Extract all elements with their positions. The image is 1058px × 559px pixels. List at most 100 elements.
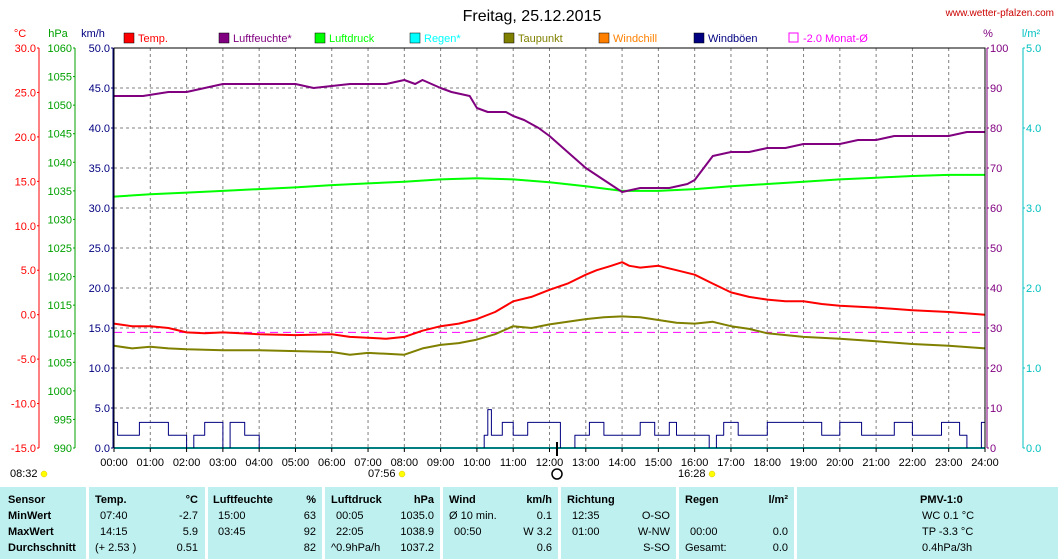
sun-time-marker: 07:56 <box>368 468 406 480</box>
pressure-avg-value: 1037.2 <box>400 542 434 554</box>
humidity-tick-label: 60 <box>990 203 1002 215</box>
wind-tick-label: 10.0 <box>89 363 110 375</box>
legend-label-taupunkt: Taupunkt <box>518 33 563 45</box>
stats-separator <box>86 487 89 559</box>
direction-min-value: O-SO <box>641 510 670 522</box>
pressure-tick-label: 1005 <box>48 357 72 369</box>
humidity-min-time: 15:00 <box>218 510 246 522</box>
temp-avg-value: 0.51 <box>176 542 198 554</box>
humidity-tick-label: 100 <box>990 43 1008 55</box>
rain-tick-label: 3.0 <box>1026 203 1041 215</box>
legend-swatch-luftdruck <box>314 32 326 44</box>
humidity-tick-label: 10 <box>990 403 1002 415</box>
humidity-tick-label: 90 <box>990 83 1002 95</box>
wind-avg-value: 0.6 <box>536 542 552 554</box>
rain-total-value: 0.0 <box>772 542 788 554</box>
axes-layer: 30.0 25.0 20.0 15.0 10.0 5.0 0.0 -5.0 -10.0 -15.0… <box>11 43 1041 469</box>
pressure-tick-label: 1010 <box>48 329 72 341</box>
legend: Temp. Luftfeuchte* Luftdruck Regen* Taupunkt… <box>123 32 868 45</box>
wind-tick-label: 0.0 <box>95 443 110 455</box>
pmv-windchill: WC 0.1 °C <box>922 510 975 522</box>
direction-min-time: 12:35 <box>572 510 600 522</box>
chart-title: Freitag, 25.12.2015 <box>463 8 602 25</box>
x-tick-label: 15:00 <box>645 457 673 469</box>
rain-tick-label: 4.0 <box>1026 123 1041 135</box>
stats-separator <box>676 487 679 559</box>
x-tick-label: 04:00 <box>245 457 273 469</box>
sun-time-icon <box>398 470 406 478</box>
stats-separator <box>205 487 208 559</box>
pressure-max-value: 1038.9 <box>400 526 434 538</box>
series-line-taupunkt <box>113 315 986 356</box>
temp-tick-label: 25.0 <box>15 87 36 99</box>
rain-tick-label: 1.0 <box>1026 363 1041 375</box>
sunset-label: 16:28 <box>678 468 706 480</box>
temp-tick-label: 0.0 <box>21 310 36 322</box>
pressure-tick-label: 1000 <box>48 386 72 398</box>
wind-tick-label: 5.0 <box>95 403 110 415</box>
rain-tick-label: 0.0 <box>1026 443 1041 455</box>
direction-header: Richtung <box>567 494 615 506</box>
temp-max-value: 5.9 <box>182 526 198 538</box>
temp-header: Temp. <box>95 494 127 506</box>
series-line-temp <box>113 261 986 340</box>
stats-table: Sensor MinWert MaxWert Durchschnitt Temp… <box>0 487 1058 559</box>
wind-tick-label: 25.0 <box>89 243 110 255</box>
temp-tick-label: 20.0 <box>15 132 36 144</box>
direction-max-time: 01:00 <box>572 526 600 538</box>
pressure-tick-label: 1045 <box>48 129 72 141</box>
wind-tick-label: 20.0 <box>89 283 110 295</box>
pressure-tick-label: 1050 <box>48 100 72 112</box>
legend-swatch-temp <box>123 32 135 44</box>
rain-header: Regen <box>685 494 719 506</box>
rain-unit: l/m² <box>768 494 788 506</box>
x-tick-label: 13:00 <box>572 457 600 469</box>
wind-unit: km/h <box>526 494 552 506</box>
temp-trend: (+ 2.53 ) <box>95 542 137 554</box>
wind-min-value: 0.1 <box>536 510 552 522</box>
legend-label-2-0-monat: -2.0 Monat-Ø <box>803 33 868 45</box>
temp-axis-unit: °C <box>14 28 26 40</box>
wind-tick-label: 50.0 <box>89 43 110 55</box>
pmv-pressure-trend: 0.4hPa/3h <box>922 542 973 554</box>
x-tick-label: 05:00 <box>282 457 310 469</box>
rain-max-time: 00:00 <box>690 526 718 538</box>
temp-tick-label: -15.0 <box>11 443 36 455</box>
stats-separator <box>440 487 443 559</box>
x-tick-label: 12:00 <box>536 457 564 469</box>
wind-header: Wind <box>449 494 476 506</box>
temp-tick-label: 10.0 <box>15 221 36 233</box>
x-tick-label: 06:00 <box>318 457 346 469</box>
sunrise-label: 08:32 <box>10 468 38 480</box>
x-tick-label: 11:00 <box>500 457 527 469</box>
temp-tick-label: 5.0 <box>21 265 36 277</box>
x-tick-label: 03:00 <box>209 457 237 469</box>
pressure-tick-label: 1035 <box>48 186 72 198</box>
x-tick-label: 09:00 <box>427 457 455 469</box>
x-tick-label: 17:00 <box>717 457 745 469</box>
pmv-dewpoint: TP -3.3 °C <box>922 526 974 538</box>
temp-tick-label: 15.0 <box>15 176 36 188</box>
humidity-tick-label: 80 <box>990 123 1002 135</box>
temp-min-time: 07:40 <box>100 510 128 522</box>
series-line-luftfeuchte <box>114 79 985 193</box>
x-tick-label: 21:00 <box>862 457 890 469</box>
legend-swatch-2-0-monat <box>788 32 799 43</box>
legend-swatch-regen <box>409 32 421 44</box>
wind-tick-label: 15.0 <box>89 323 110 335</box>
wind-tick-label: 35.0 <box>89 163 110 175</box>
x-tick-label: 16:00 <box>681 457 709 469</box>
x-tick-label: 22:00 <box>899 457 927 469</box>
series-line-luftdruck <box>113 173 985 198</box>
legend-swatch-taupunkt <box>503 32 515 44</box>
humidity-tick-label: 20 <box>990 363 1002 375</box>
direction-avg-value: S-SO <box>643 542 670 554</box>
stats-separator <box>794 487 797 559</box>
pressure-axis-unit: hPa <box>48 28 68 40</box>
x-tick-label: 02:00 <box>173 457 201 469</box>
humidity-tick-label: 50 <box>990 243 1002 255</box>
sunset-sun-icon <box>708 470 716 478</box>
humidity-tick-label: 0 <box>990 443 996 455</box>
sensor-header: Sensor <box>8 494 46 506</box>
